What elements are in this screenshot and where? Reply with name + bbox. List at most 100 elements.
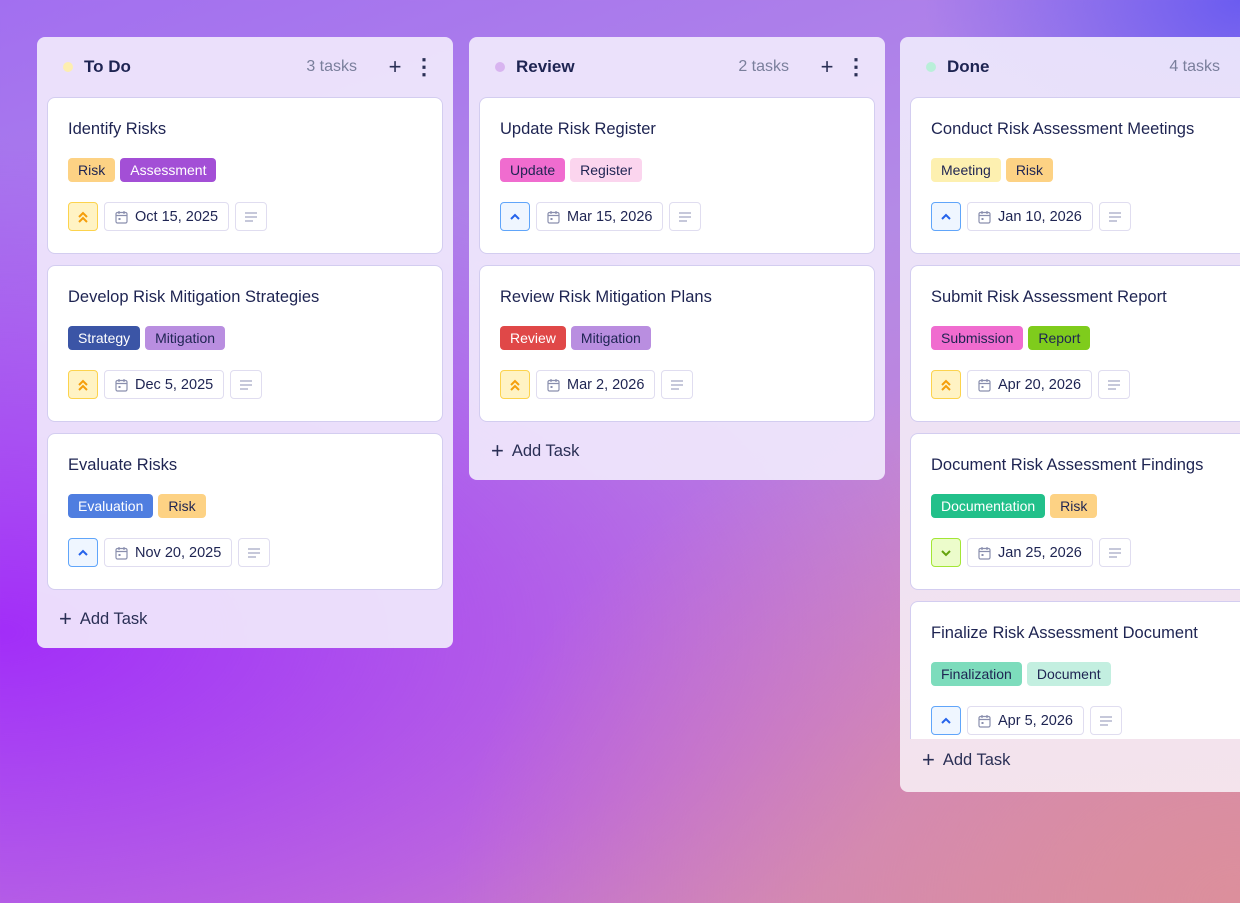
task-card[interactable]: Finalize Risk Assessment Document Finali…	[910, 601, 1240, 739]
task-title: Develop Risk Mitigation Strategies	[68, 288, 320, 306]
priority-button[interactable]	[500, 202, 530, 231]
priority-button[interactable]	[68, 538, 98, 567]
priority-button[interactable]	[931, 370, 961, 399]
card-footer: Dec 5, 2025	[68, 370, 422, 399]
tag: Risk	[158, 494, 206, 518]
due-date-button[interactable]: Apr 20, 2026	[967, 370, 1093, 399]
due-date-button[interactable]: Dec 5, 2025	[104, 370, 225, 399]
description-button[interactable]	[230, 370, 263, 399]
column-header: Done 4 tasks	[900, 37, 1240, 97]
tag-list: Submission Report	[931, 326, 1240, 350]
chevron-up-icon	[939, 714, 953, 728]
task-card[interactable]: Develop Risk Mitigation Strategies Strat…	[47, 265, 443, 422]
tag-list: Review Mitigation	[500, 326, 854, 350]
add-task-button[interactable]: + Add Task	[37, 590, 453, 648]
card-list: Conduct Risk Assessment Meetings Meeting…	[900, 97, 1240, 739]
priority-button[interactable]	[931, 538, 961, 567]
card-footer: Oct 15, 2025	[68, 202, 422, 231]
tag-list: Finalization Document	[931, 662, 1240, 686]
due-date-button[interactable]: Mar 2, 2026	[536, 370, 656, 399]
priority-button[interactable]	[500, 370, 530, 399]
card-footer: Mar 15, 2026	[500, 202, 854, 231]
due-date: Oct 15, 2025	[135, 208, 219, 225]
task-card[interactable]: Evaluate Risks Evaluation Risk Nov 20, 20…	[47, 433, 443, 590]
priority-button[interactable]	[931, 202, 961, 231]
tag: Report	[1028, 326, 1091, 350]
description-button[interactable]	[238, 538, 271, 567]
more-options-icon[interactable]: ⋮	[845, 54, 867, 79]
card-list: Update Risk Register Update Register Mar …	[469, 97, 885, 422]
chevron-up-icon	[76, 546, 90, 560]
calendar-icon	[978, 546, 991, 560]
due-date: Mar 2, 2026	[567, 376, 645, 393]
task-card[interactable]: Submit Risk Assessment Report Submission…	[910, 265, 1240, 422]
description-button[interactable]	[669, 202, 702, 231]
task-card[interactable]: Conduct Risk Assessment Meetings Meeting…	[910, 97, 1240, 254]
card-footer: Nov 20, 2025	[68, 538, 422, 567]
add-task-label: Add Task	[79, 609, 148, 628]
add-task-icon[interactable]: +	[820, 54, 834, 79]
double-chevron-up-icon	[76, 378, 90, 392]
description-button[interactable]	[1098, 202, 1131, 231]
priority-button[interactable]	[931, 706, 961, 735]
due-date-button[interactable]: Jan 25, 2026	[967, 538, 1093, 567]
tag-list: Meeting Risk	[931, 158, 1240, 182]
task-title: Finalize Risk Assessment Document	[931, 624, 1198, 642]
column-review: Review 2 tasks + ⋮ Update Risk Register Up…	[469, 37, 885, 480]
tag: Risk	[68, 158, 116, 182]
tag: Document	[1026, 662, 1111, 686]
tag-list: Update Register	[500, 158, 854, 182]
task-card[interactable]: Update Risk Register Update Register Mar …	[479, 97, 875, 254]
due-date: Apr 5, 2026	[998, 712, 1073, 729]
more-options-icon[interactable]: ⋮	[413, 54, 435, 79]
tag: Assessment	[120, 158, 217, 182]
due-date: Apr 20, 2026	[998, 376, 1082, 393]
due-date: Mar 15, 2026	[567, 208, 653, 225]
task-card[interactable]: Review Risk Mitigation Plans Review Mitig…	[479, 265, 875, 422]
column-header: To Do 3 tasks + ⋮	[37, 37, 453, 97]
priority-button[interactable]	[68, 370, 98, 399]
plus-icon: +	[922, 747, 935, 772]
card-footer: Mar 2, 2026	[500, 370, 854, 399]
task-count: 2 tasks	[738, 58, 789, 75]
calendar-icon	[978, 378, 991, 392]
due-date-button[interactable]: Nov 20, 2025	[104, 538, 233, 567]
status-dot	[495, 62, 505, 72]
description-button[interactable]	[1098, 538, 1131, 567]
add-task-button[interactable]: + Add Task	[469, 422, 885, 480]
task-count: 3 tasks	[306, 58, 357, 75]
task-title: Update Risk Register	[500, 120, 656, 138]
due-date-button[interactable]: Mar 15, 2026	[536, 202, 664, 231]
add-task-icon[interactable]: +	[388, 54, 402, 79]
column-title: Done	[947, 57, 990, 76]
add-task-button[interactable]: + Add Task	[900, 728, 1240, 792]
priority-button[interactable]	[68, 202, 98, 231]
calendar-icon	[547, 378, 560, 392]
due-date: Nov 20, 2025	[135, 544, 222, 561]
task-card[interactable]: Document Risk Assessment Findings Docume…	[910, 433, 1240, 590]
description-button[interactable]	[1089, 706, 1122, 735]
description-button[interactable]	[235, 202, 268, 231]
text-lines-icon	[1107, 379, 1121, 390]
add-task-label: Add Task	[511, 441, 580, 460]
tag: Mitigation	[145, 326, 226, 350]
due-date-button[interactable]: Oct 15, 2025	[104, 202, 230, 231]
tag: Mitigation	[570, 326, 651, 350]
plus-icon: +	[59, 606, 72, 631]
text-lines-icon	[239, 379, 253, 390]
card-footer: Apr 5, 2026	[931, 706, 1240, 735]
card-footer: Apr 20, 2026	[931, 370, 1240, 399]
due-date-button[interactable]: Apr 5, 2026	[967, 706, 1084, 735]
task-card[interactable]: Identify Risks Risk Assessment Oct 15, 20…	[47, 97, 443, 254]
tag: Register	[570, 158, 643, 182]
due-date-button[interactable]: Jan 10, 2026	[967, 202, 1093, 231]
tag-list: Risk Assessment	[68, 158, 422, 182]
description-button[interactable]	[661, 370, 694, 399]
calendar-icon	[547, 210, 560, 224]
text-lines-icon	[1108, 211, 1122, 222]
calendar-icon	[115, 210, 128, 224]
task-title: Review Risk Mitigation Plans	[500, 288, 712, 306]
tag: Risk	[1050, 494, 1098, 518]
task-title: Document Risk Assessment Findings	[931, 456, 1204, 474]
description-button[interactable]	[1098, 370, 1131, 399]
